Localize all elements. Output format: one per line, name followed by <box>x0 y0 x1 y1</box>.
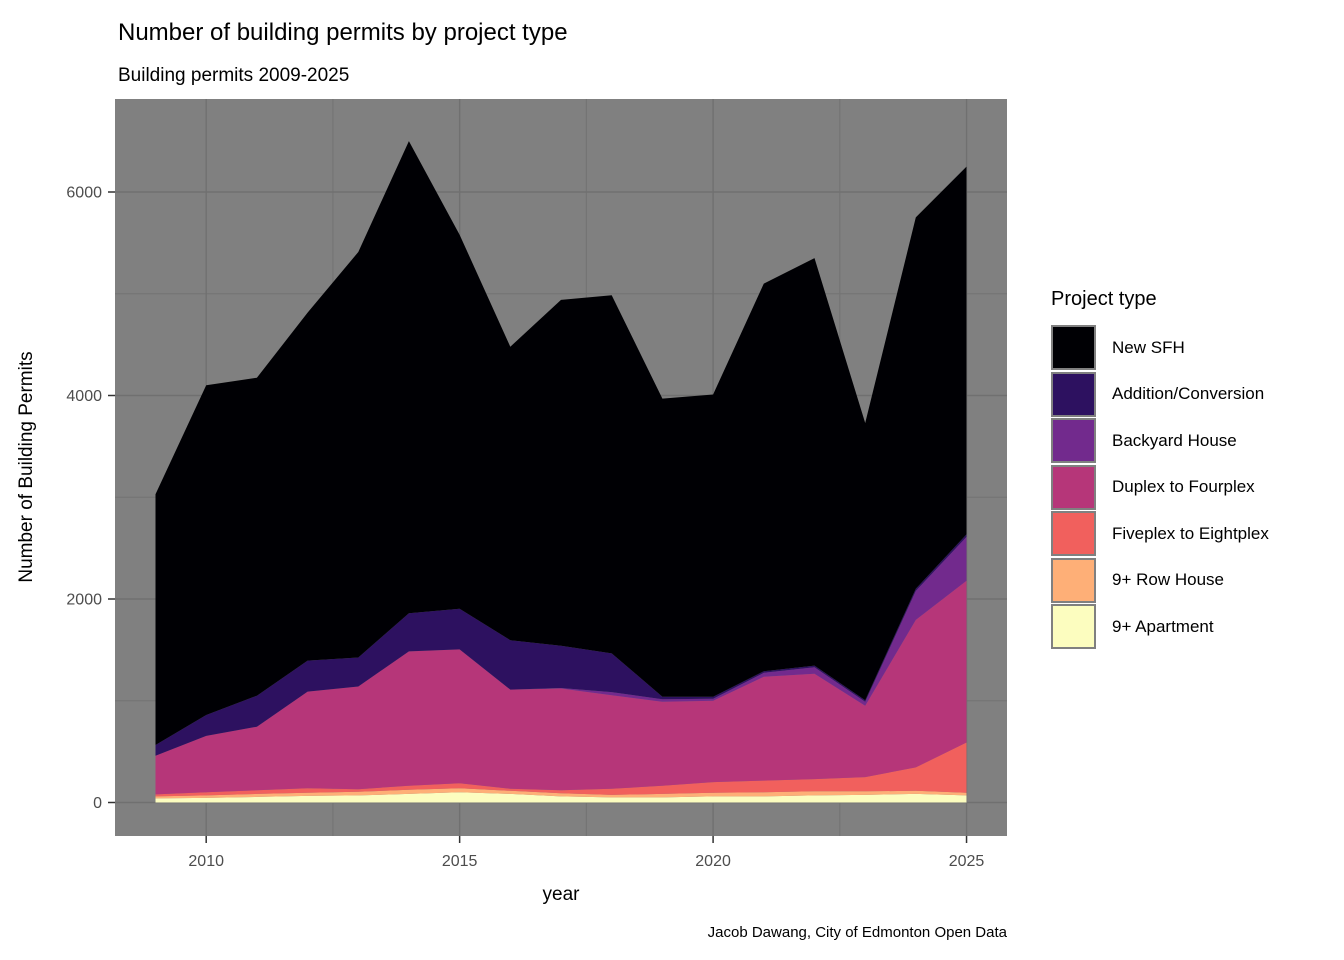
y-tick-label: 2000 <box>66 592 102 609</box>
legend-swatch-fiveplex <box>1051 511 1096 556</box>
legend-label: New SFH <box>1112 337 1185 357</box>
legend-entry: Duplex to Fourplex <box>1051 464 1269 510</box>
legend-entry: Addition/Conversion <box>1051 371 1269 417</box>
legend-swatch-duplex <box>1051 464 1096 510</box>
legend-label: Duplex to Fourplex <box>1112 477 1255 496</box>
chart-caption: Jacob Dawang, City of Edmonton Open Data <box>708 924 1008 941</box>
area-apartment <box>155 792 967 803</box>
legend: Project type New SFH Addition/Conversion B… <box>1051 288 1269 649</box>
area-fiveplex <box>155 742 967 797</box>
x-tick-label: 2025 <box>949 853 985 870</box>
legend-swatch-backyard <box>1051 418 1096 463</box>
legend-entry: 9+ Row House <box>1051 557 1269 603</box>
x-axis-title: year <box>543 884 581 905</box>
chart-svg: 2010 2015 2020 2025 0 2000 4000 6000 Number of … <box>16 19 1008 941</box>
chart-title: Number of building permits by project ty… <box>118 19 568 46</box>
axes-group: 2010 2015 2020 2025 0 2000 4000 6000 <box>66 185 984 871</box>
stacked-areas <box>155 141 967 803</box>
legend-entry: 9+ Apartment <box>1051 604 1269 649</box>
chart-subtitle: Building permits 2009-2025 <box>118 65 349 86</box>
legend-title: Project type <box>1051 288 1157 310</box>
legend-label: Addition/Conversion <box>1112 384 1265 403</box>
legend-swatch-sfh <box>1051 325 1096 370</box>
y-tick-label: 0 <box>93 795 102 812</box>
x-tick-label: 2010 <box>188 853 224 870</box>
legend-label: 9+ Apartment <box>1112 616 1214 636</box>
legend-label: Fiveplex to Eightplex <box>1112 523 1269 543</box>
legend-entries: New SFH Addition/Conversion Backyard House… <box>1051 325 1269 649</box>
area-row_house <box>155 788 967 799</box>
legend-swatch-addition <box>1051 371 1096 417</box>
legend-entry: New SFH <box>1051 325 1269 370</box>
x-tick-label: 2020 <box>695 853 731 870</box>
y-tick-label: 6000 <box>66 185 102 202</box>
x-tick-label: 2015 <box>442 853 478 870</box>
area-duplex <box>155 580 967 795</box>
legend-label: Backyard House <box>1112 430 1237 450</box>
legend-label: 9+ Row House <box>1112 570 1224 589</box>
y-axis-title: Number of Building Permits <box>16 351 37 582</box>
area-sfh <box>155 141 967 746</box>
y-tick-label: 4000 <box>66 388 102 405</box>
chart-panel-group <box>115 99 1007 836</box>
legend-entry: Backyard House <box>1051 418 1269 463</box>
legend-swatch-row_house <box>1051 557 1096 603</box>
legend-entry: Fiveplex to Eightplex <box>1051 511 1269 556</box>
legend-swatch-apartment <box>1051 604 1096 649</box>
